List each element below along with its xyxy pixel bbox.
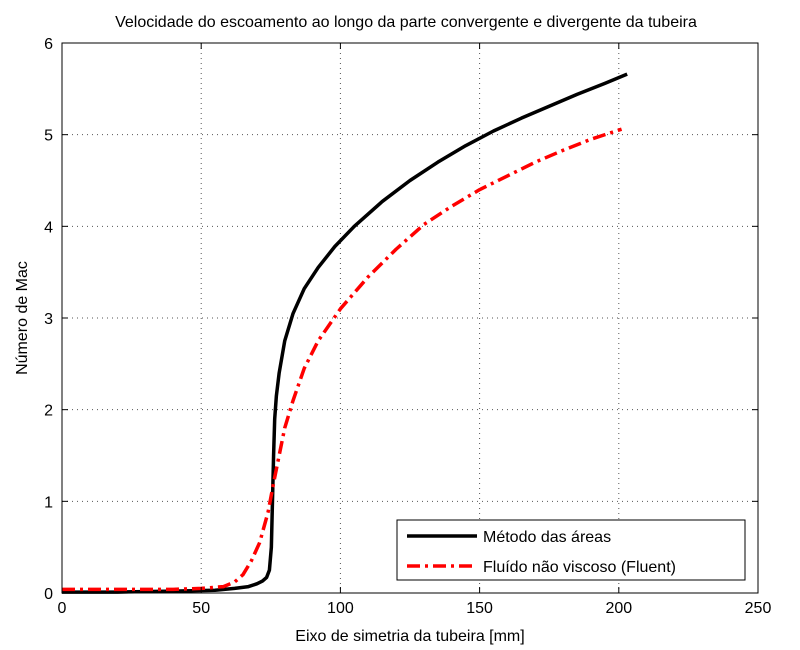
x-tick-label: 150 [466,600,493,617]
y-tick-label: 3 [44,311,53,328]
x-tick-label: 250 [745,600,772,617]
y-tick-label: 5 [44,128,53,145]
series-line-fluent [62,127,623,592]
x-tick-label: 200 [605,600,632,617]
x-tick-label: 50 [192,600,210,617]
series-line-metodo-das-areas [62,72,628,594]
y-tick-label: 1 [44,494,53,511]
x-tick-label: 100 [327,600,354,617]
y-tick-label: 4 [44,219,53,236]
series-lines [62,72,628,594]
y-axis-label: Número de Mac [14,261,31,375]
y-tick-label: 0 [44,586,53,603]
legend-box [396,519,746,581]
legend-label-metodo: Método das áreas [483,529,611,546]
legend-label-fluent: Fluído não viscoso (Fluent) [483,559,676,576]
grid-lines [62,43,758,593]
y-tick-label: 6 [44,36,53,53]
legend: Método das áreas Fluído não viscoso (Flu… [396,519,746,581]
y-tick-label: 2 [44,403,53,420]
axis-ticks: 0 50 100 150 200 250 0 1 2 3 4 5 6 [44,36,771,617]
x-tick-label: 0 [58,600,67,617]
x-axis-label: Eixo de simetria da tubeira [mm] [295,628,524,645]
chart-title: Velocidade do escoamento ao longo da par… [115,14,697,31]
